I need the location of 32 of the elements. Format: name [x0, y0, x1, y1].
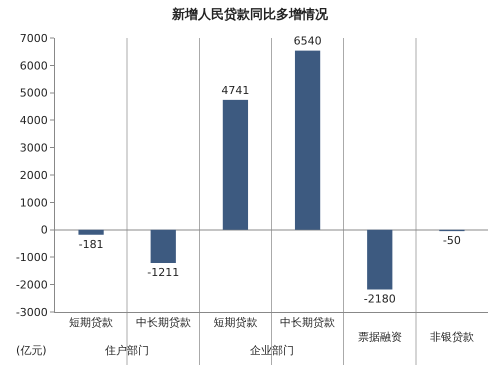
- y-tick-label: -1000: [16, 251, 48, 264]
- data-label: -50: [442, 234, 461, 248]
- x-tick-label: 中长期贷款: [280, 316, 336, 330]
- y-tick-label: 5000: [20, 86, 48, 100]
- y-tick-label: 0: [40, 224, 48, 237]
- bar: [367, 230, 392, 290]
- x-tick-label: 短期贷款: [213, 316, 258, 330]
- bar: [294, 50, 320, 230]
- bar: [150, 230, 176, 263]
- x-tick-label: 票据融资: [358, 330, 402, 344]
- y-tick-label: 2000: [20, 168, 48, 182]
- y-tick-label: 1000: [20, 196, 48, 210]
- x-tick-label: 短期贷款: [69, 316, 114, 330]
- y-axis-title: (亿元): [16, 344, 47, 357]
- data-label: 4741: [221, 84, 250, 97]
- bar: [222, 100, 248, 230]
- data-label: -181: [78, 238, 104, 251]
- x-tick-label: 非银贷款: [430, 330, 474, 344]
- y-tick-label: 4000: [20, 114, 48, 128]
- data-label: 6540: [294, 34, 322, 48]
- bar: [78, 230, 104, 235]
- y-tick-label: -3000: [16, 306, 48, 319]
- y-tick-label: 6000: [20, 59, 48, 72]
- y-tick-label: 3000: [20, 141, 48, 154]
- y-tick-label: -2000: [16, 278, 48, 292]
- chart-title: 新增人民贷款同比多增情况: [171, 6, 329, 22]
- text: 住户部门: [105, 344, 149, 357]
- data-label: -1211: [147, 266, 180, 279]
- data-label: -2180: [364, 292, 396, 306]
- x-tick-label: 中长期贷款: [136, 316, 191, 330]
- text: 企业部门: [250, 344, 294, 357]
- y-tick-label: 7000: [20, 32, 48, 45]
